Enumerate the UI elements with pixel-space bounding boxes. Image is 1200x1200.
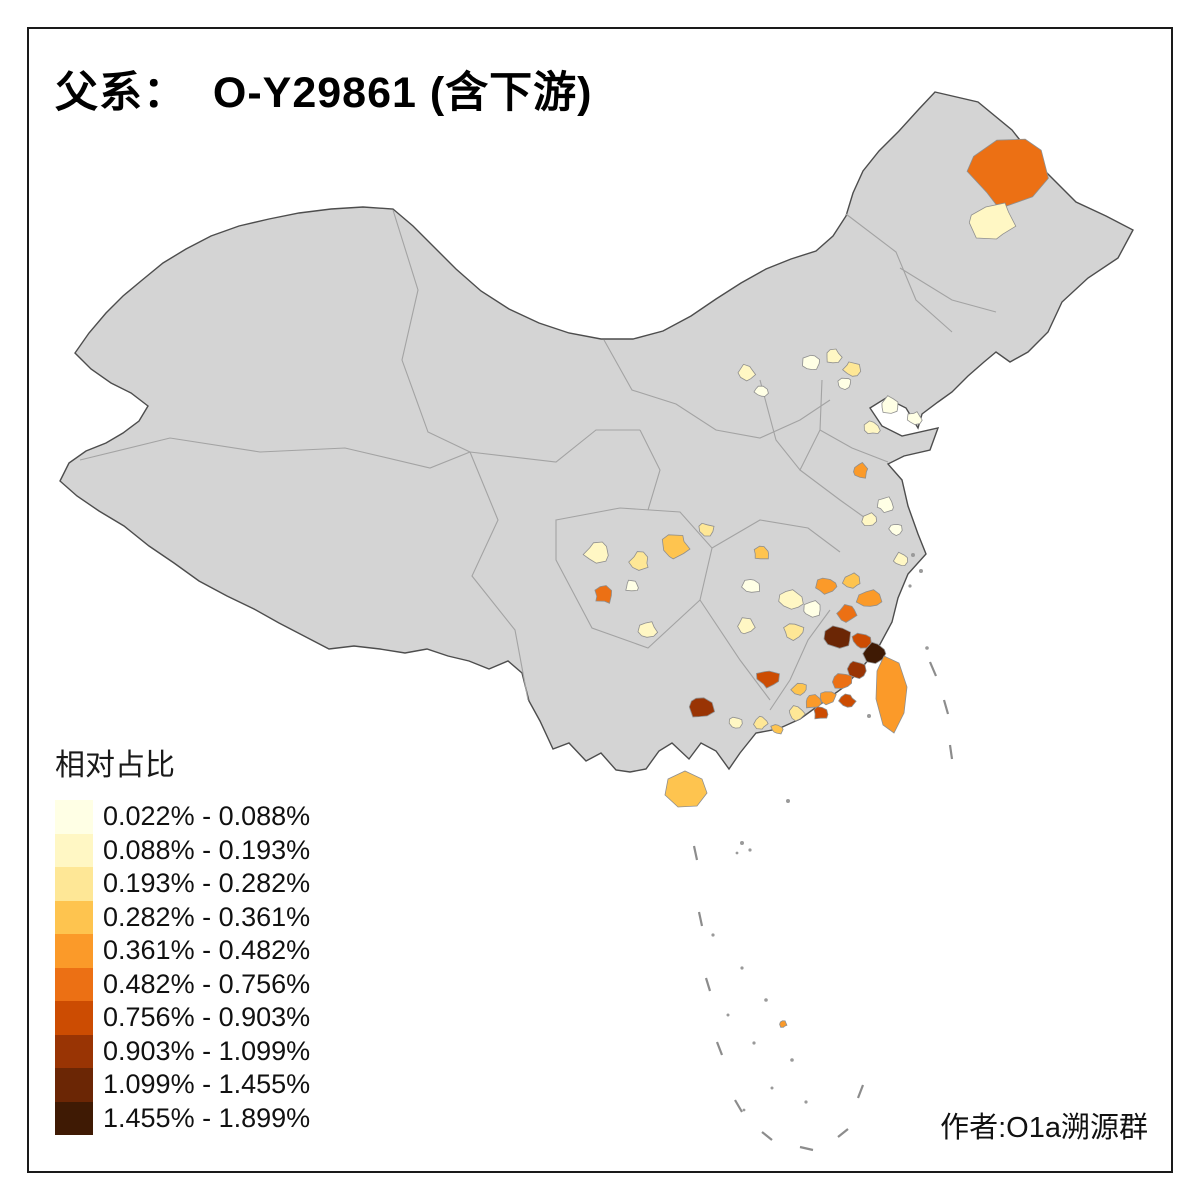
map-region (815, 577, 838, 595)
map-region (803, 600, 821, 618)
map-region (594, 585, 613, 604)
map-region (968, 202, 1017, 240)
legend-row: 0.193% - 0.282% (55, 867, 310, 901)
legend-swatch (55, 800, 93, 834)
map-region (625, 579, 639, 592)
map-region (688, 697, 716, 718)
map-region (778, 589, 804, 610)
map-region (698, 522, 715, 537)
map-region (906, 411, 923, 426)
map-region (875, 655, 908, 734)
map-region (888, 524, 903, 537)
legend-label: 0.361% - 0.482% (103, 935, 311, 966)
map-region (838, 693, 857, 708)
legend-label: 0.903% - 1.099% (103, 1035, 311, 1066)
legend-swatch (55, 967, 93, 1001)
map-region (861, 512, 878, 526)
map-region (790, 682, 807, 696)
legend-row: 0.482% - 0.756% (55, 967, 311, 1001)
map-region (728, 716, 743, 729)
map-region (862, 641, 887, 664)
map-region (753, 545, 769, 560)
map-region (841, 572, 861, 589)
legend-label: 1.099% - 1.455% (103, 1069, 311, 1100)
map-region (737, 617, 756, 635)
map-region (842, 361, 862, 377)
legend-title: 相对占比 (55, 749, 175, 782)
legend-swatch (55, 1101, 93, 1135)
legend-label: 0.193% - 0.282% (103, 868, 311, 899)
legend-label: 0.022% - 0.088% (103, 801, 311, 832)
map-region (753, 385, 769, 397)
map-region (737, 363, 757, 382)
map-region (876, 496, 894, 514)
map-region (831, 673, 853, 689)
map-region (813, 706, 829, 720)
map-region (770, 724, 784, 735)
legend-label: 0.282% - 0.361% (103, 901, 311, 932)
legend-swatch (55, 934, 93, 968)
map-region (823, 625, 852, 649)
map-region (805, 694, 822, 709)
map-region (756, 670, 780, 689)
china-mainland (59, 91, 1134, 773)
map-region (788, 705, 806, 722)
legend-swatch (55, 1034, 93, 1068)
nine-dash-line (692, 661, 954, 1152)
map-regions (582, 138, 1049, 1028)
province-borders (79, 209, 997, 711)
map-region (783, 623, 805, 641)
map-region (837, 377, 852, 391)
map-region (802, 354, 821, 371)
map-region (664, 770, 708, 808)
legend-row: 1.455% - 1.899% (55, 1101, 311, 1135)
map-region (846, 660, 867, 680)
legend-swatch (55, 867, 93, 901)
legend-row: 0.361% - 0.482% (55, 934, 310, 968)
map-region (826, 348, 843, 364)
map-region (819, 691, 837, 706)
map-region (661, 534, 691, 560)
legend-swatch (55, 1001, 93, 1035)
map-region (881, 395, 899, 414)
legend-rows: 0.022% - 0.088% 0.088% - 0.193% 0.193% - 0… (55, 800, 310, 1135)
legend-row: 0.903% - 1.099% (55, 1034, 311, 1068)
page-title: 父系： O-Y29861 (含下游) (55, 69, 593, 117)
map-region (753, 715, 769, 730)
map-region (966, 138, 1049, 210)
map-region (863, 420, 881, 435)
legend-row: 0.282% - 0.361% (55, 900, 311, 934)
map-region (628, 551, 649, 571)
map-region (892, 551, 909, 567)
legend-row: 1.099% - 1.455% (55, 1068, 310, 1102)
map-region (741, 579, 760, 593)
legend-label: 0.756% - 0.903% (103, 1002, 311, 1033)
legend-row: 0.022% - 0.088% (55, 800, 310, 834)
author-credit: 作者:O1a溯源群 (940, 1112, 1148, 1144)
island-dots (711, 553, 929, 1112)
map-region (779, 1020, 788, 1028)
map-region (836, 604, 858, 623)
legend-row: 0.756% - 0.903% (55, 1001, 310, 1035)
map-region (851, 632, 872, 649)
map-region (582, 541, 609, 564)
legend-label: 0.482% - 0.756% (103, 968, 311, 999)
legend: 相对占比 0.022% - 0.088% 0.088% - 0.193% 0.193… (55, 740, 310, 1135)
legend-swatch (55, 833, 93, 867)
map-region (855, 589, 883, 607)
legend-row: 0.088% - 0.193% (55, 833, 311, 867)
legend-label: 1.455% - 1.899% (103, 1102, 311, 1133)
map-region (637, 621, 659, 638)
legend-swatch (55, 1068, 93, 1102)
legend-label: 0.088% - 0.193% (103, 834, 311, 865)
map-region (853, 461, 869, 479)
legend-swatch (55, 900, 93, 934)
